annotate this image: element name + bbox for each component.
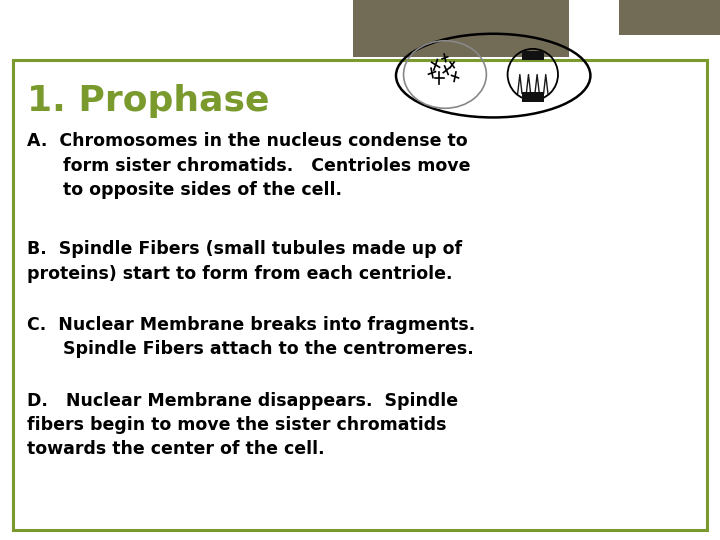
- Text: C.  Nuclear Membrane breaks into fragments.
      Spindle Fibers attach to the c: C. Nuclear Membrane breaks into fragment…: [27, 316, 476, 358]
- FancyBboxPatch shape: [13, 60, 707, 530]
- Text: B.  Spindle Fibers (small tubules made up of
proteins) start to form from each c: B. Spindle Fibers (small tubules made up…: [27, 240, 462, 282]
- Text: A.  Chromosomes in the nucleus condense to
      form sister chromatids.   Centr: A. Chromosomes in the nucleus condense t…: [27, 132, 471, 199]
- Polygon shape: [353, 0, 569, 57]
- FancyBboxPatch shape: [522, 92, 544, 102]
- Text: 1. Prophase: 1. Prophase: [27, 84, 270, 118]
- FancyBboxPatch shape: [522, 51, 544, 60]
- Text: D.   Nuclear Membrane disappears.  Spindle
fibers begin to move the sister chrom: D. Nuclear Membrane disappears. Spindle …: [27, 392, 459, 458]
- Polygon shape: [619, 0, 720, 35]
